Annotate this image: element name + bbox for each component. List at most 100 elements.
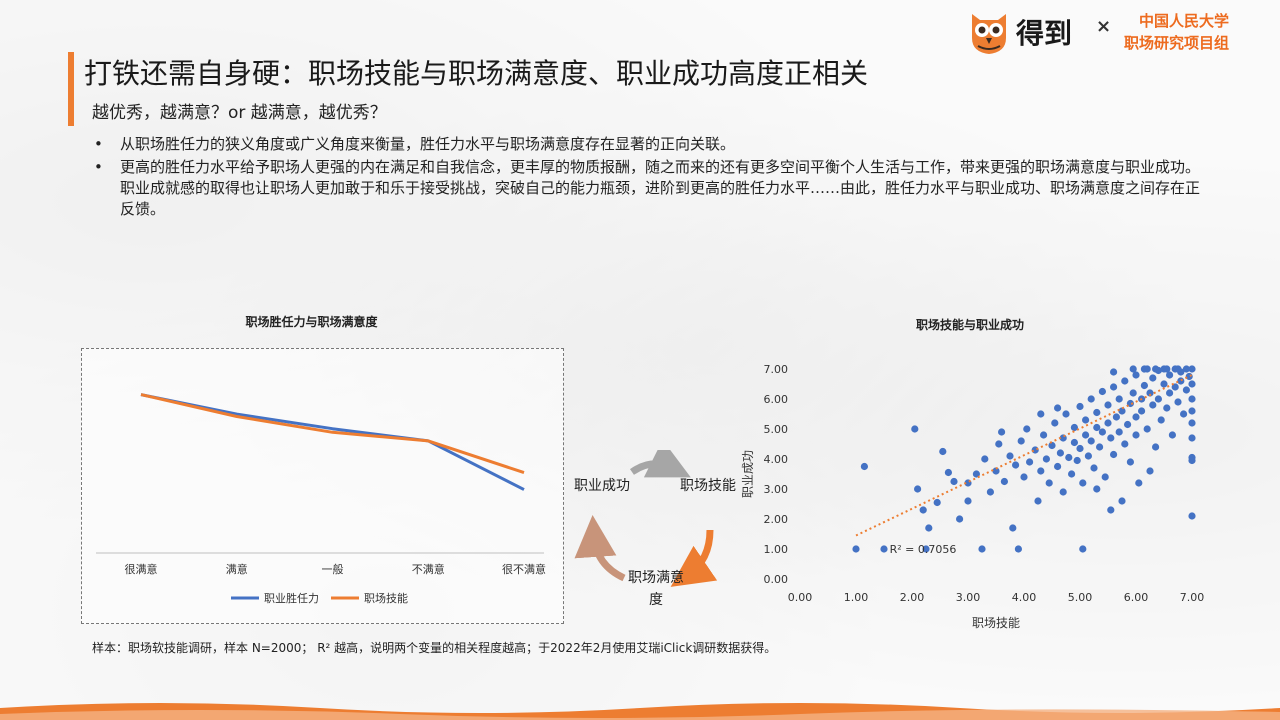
y-tick-label: 0.00 bbox=[764, 573, 789, 586]
scatter-point bbox=[1160, 380, 1168, 388]
scatter-point bbox=[1087, 437, 1095, 445]
scatter-point bbox=[1051, 419, 1059, 427]
y-tick-label: 6.00 bbox=[764, 393, 789, 406]
scatter-point bbox=[1140, 365, 1148, 373]
scatter-point bbox=[1098, 387, 1106, 396]
scatter-point bbox=[1140, 381, 1148, 390]
scatter-point bbox=[1037, 410, 1045, 418]
scatter-point bbox=[1166, 371, 1174, 379]
y-axis-label: 职业成功 bbox=[741, 450, 755, 498]
scatter-point bbox=[1020, 473, 1028, 481]
page-subtitle: 越优秀，越满意？or 越满意，越优秀？ bbox=[92, 103, 387, 123]
scatter-point bbox=[1026, 458, 1034, 466]
scatter-point bbox=[1118, 407, 1126, 415]
scatter-point bbox=[1157, 416, 1165, 424]
scatter-point bbox=[1084, 452, 1092, 460]
scatter-point bbox=[1093, 485, 1101, 493]
scatter-point bbox=[1093, 408, 1101, 417]
scatter-point bbox=[1076, 402, 1084, 411]
x-tick-label: 3.00 bbox=[956, 591, 981, 604]
scatter-chart: 0.00 1.00 2.00 3.00 4.00 5.00 6.00 7.00 0.00 1.00… bbox=[741, 363, 1204, 630]
scatter-point bbox=[1090, 464, 1098, 472]
owl-logo-icon bbox=[972, 14, 1006, 54]
cycle-node-career-success: 职业成功 bbox=[574, 478, 630, 494]
scatter-point bbox=[1070, 423, 1078, 432]
scatter-point bbox=[1132, 431, 1140, 439]
scatter-point bbox=[1188, 380, 1196, 388]
scatter-point bbox=[1146, 467, 1154, 475]
scatter-point bbox=[956, 515, 964, 523]
scatter-point bbox=[1143, 425, 1151, 433]
scatter-point bbox=[1154, 395, 1162, 403]
scatter-point bbox=[1093, 423, 1101, 432]
scatter-chart-title: 职场技能与职业成功 bbox=[915, 318, 1024, 332]
bullet-item: 从职场胜任力的狭义角度或广义角度来衡量，胜任力水平与职场满意度存在显著的正向关联… bbox=[94, 134, 1204, 155]
scatter-point bbox=[1188, 456, 1196, 465]
scatter-point bbox=[1174, 398, 1182, 406]
scatter-point bbox=[925, 524, 933, 532]
scatter-point bbox=[1082, 431, 1090, 439]
scatter-point bbox=[1014, 545, 1022, 553]
scatter-point bbox=[1096, 443, 1104, 451]
cycle-diagram bbox=[574, 450, 718, 587]
scatter-point bbox=[1121, 377, 1129, 385]
scatter-point bbox=[1163, 404, 1171, 412]
scatter-point bbox=[1017, 437, 1025, 445]
scatter-point bbox=[1146, 389, 1154, 397]
scatter-point bbox=[860, 462, 868, 471]
bottom-decorative-stripe bbox=[0, 703, 1280, 720]
x-tick-label: 不满意 bbox=[412, 562, 445, 576]
scatter-point bbox=[1171, 383, 1179, 391]
scatter-point bbox=[1149, 374, 1157, 382]
page-title: 打铁还需自身硬：职场技能与职场满意度、职业成功高度正相关 bbox=[84, 57, 869, 90]
org-line-1: 中国人民大学 bbox=[1139, 12, 1230, 30]
scatter-point bbox=[1188, 395, 1196, 403]
scatter-point bbox=[1073, 456, 1081, 465]
scatter-point bbox=[880, 545, 888, 553]
scatter-point bbox=[1056, 449, 1064, 457]
scatter-point bbox=[1135, 479, 1143, 487]
scatter-point bbox=[1121, 440, 1129, 448]
scatter-point bbox=[1180, 410, 1188, 418]
scatter-point bbox=[1104, 419, 1112, 427]
brand-cross: × bbox=[1096, 16, 1112, 37]
x-axis-label: 职场技能 bbox=[972, 616, 1020, 630]
title-accent-bar bbox=[68, 52, 74, 126]
scatter-point bbox=[1110, 368, 1118, 376]
x-tick-label: 1.00 bbox=[844, 591, 869, 604]
cycle-arrow-top bbox=[629, 450, 691, 478]
scatter-point bbox=[986, 488, 994, 496]
scatter-point bbox=[1168, 431, 1176, 439]
line-chart-frame bbox=[81, 348, 564, 624]
brand-name: 得到 bbox=[1016, 17, 1073, 50]
x-tick-label: 很满意 bbox=[125, 562, 158, 576]
footnote: 样本：职场软技能调研，样本 N=2000； R² 越高，说明两个变量的相关程度越… bbox=[92, 641, 777, 655]
scatter-point bbox=[1079, 479, 1087, 487]
scatter-point bbox=[1182, 365, 1190, 373]
scatter-point bbox=[1163, 365, 1171, 373]
x-tick-label: 0.00 bbox=[788, 591, 813, 604]
scatter-point bbox=[1124, 420, 1132, 429]
scatter-point bbox=[1059, 488, 1067, 496]
r-squared-annotation: R² = 0.7056 bbox=[890, 543, 957, 556]
scatter-point bbox=[1104, 401, 1112, 409]
scatter-point bbox=[981, 455, 989, 463]
scatter-point bbox=[1188, 365, 1196, 373]
y-tick-label: 1.00 bbox=[764, 543, 789, 556]
scatter-point bbox=[1000, 477, 1008, 486]
scatter-point bbox=[1087, 395, 1095, 403]
scatter-point bbox=[1132, 413, 1140, 421]
scatter-point bbox=[1188, 419, 1196, 427]
scatter-point bbox=[1065, 453, 1073, 462]
scatter-point bbox=[933, 498, 941, 507]
scatter-point bbox=[919, 506, 927, 514]
scatter-point bbox=[1126, 399, 1134, 408]
scatter-point bbox=[1177, 377, 1185, 385]
scatter-point bbox=[1132, 371, 1140, 379]
y-tick-label: 5.00 bbox=[764, 423, 789, 436]
scatter-point bbox=[1006, 452, 1014, 460]
scatter-point bbox=[1110, 450, 1118, 459]
scatter-point bbox=[1182, 386, 1190, 394]
scatter-point bbox=[978, 545, 986, 553]
org-line-2: 职场研究项目组 bbox=[1124, 34, 1230, 52]
